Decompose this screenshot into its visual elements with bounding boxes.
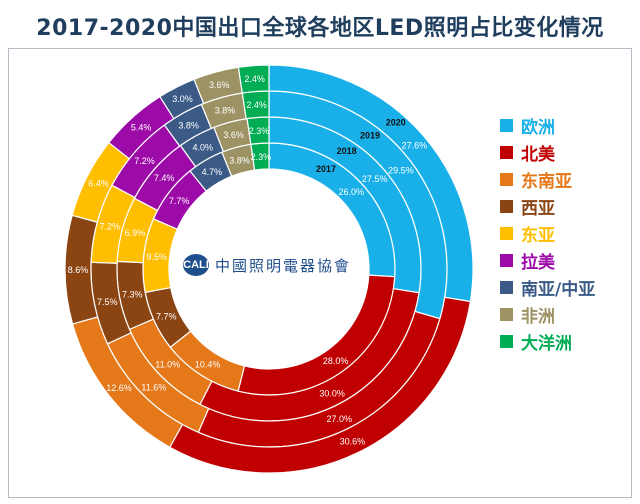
legend-item: 南亚/中亚 [500, 274, 595, 301]
legend-label: 欧洲 [521, 118, 555, 138]
legend-swatch [500, 254, 513, 267]
value-label-2019-6: 3.8% [178, 120, 199, 130]
value-label-2020-6: 3.0% [172, 94, 193, 104]
value-label-2020-2: 12.6% [106, 383, 132, 393]
value-label-2019-2: 11.6% [141, 383, 166, 393]
ring-year-label-2018: 2018 [337, 146, 357, 156]
value-label-2020-4: 6.4% [88, 178, 109, 188]
donut-segment-2020-8 [237, 64, 270, 94]
legend-item: 东亚 [500, 220, 595, 247]
legend-swatch [500, 146, 513, 159]
legend-item: 西亚 [500, 193, 595, 220]
value-label-2020-3: 8.6% [68, 265, 89, 275]
value-label-2018-7: 3.6% [223, 130, 244, 140]
legend-swatch [500, 227, 513, 240]
legend-label: 非洲 [521, 307, 555, 327]
value-label-2020-0: 27.6% [402, 141, 428, 151]
value-label-2018-8: 2.3% [249, 126, 270, 136]
ring-year-label-2020: 2020 [386, 118, 406, 128]
ring-year-label-2017: 2017 [316, 164, 336, 174]
value-label-2018-0: 27.5% [362, 174, 388, 184]
legend-label: 西亚 [521, 199, 555, 219]
value-label-2018-6: 4.0% [193, 142, 214, 152]
legend-swatch [500, 335, 513, 348]
value-label-2017-8: 2.3% [251, 152, 272, 162]
chart-legend: 欧洲北美东南亚西亚东亚拉美南亚/中亚非洲大洋洲 [500, 112, 595, 355]
legend-label: 拉美 [521, 253, 555, 273]
value-label-2019-7: 3.8% [215, 105, 236, 115]
legend-swatch [500, 200, 513, 213]
ring-year-label-2019: 2019 [360, 131, 380, 141]
association-logo: CALI 中國照明電器協會 [183, 254, 351, 276]
value-label-2017-1: 28.0% [323, 356, 349, 366]
value-label-2018-4: 6.9% [125, 228, 146, 238]
legend-item: 大洋洲 [500, 328, 595, 355]
logo-text: 中國照明電器協會 [215, 256, 352, 275]
value-label-2019-5: 7.2% [134, 156, 155, 166]
value-label-2017-7: 3.8% [229, 155, 250, 165]
value-label-2017-2: 10.4% [195, 359, 221, 369]
legend-swatch [500, 308, 513, 321]
value-label-2020-7: 3.6% [209, 80, 230, 90]
legend-label: 东南亚 [521, 172, 572, 192]
value-label-2019-3: 7.5% [97, 297, 118, 307]
legend-swatch [500, 119, 513, 132]
legend-item: 拉美 [500, 247, 595, 274]
legend-label: 北美 [521, 145, 555, 165]
value-label-2018-5: 7.4% [154, 173, 175, 183]
legend-item: 欧洲 [500, 112, 595, 139]
value-label-2020-8: 2.4% [244, 74, 265, 84]
legend-swatch [500, 173, 513, 186]
value-label-2019-1: 27.0% [326, 414, 352, 424]
value-label-2019-8: 2.4% [246, 100, 267, 110]
value-label-2019-0: 29.5% [388, 165, 414, 175]
value-label-2020-5: 5.4% [131, 123, 152, 133]
chart-title: 2017-2020中国出口全球各地区LED照明占比变化情况 [36, 16, 604, 41]
legend-item: 北美 [500, 139, 595, 166]
value-label-2017-4: 9.5% [146, 252, 167, 262]
legend-label: 东亚 [521, 226, 555, 246]
value-label-2020-1: 30.6% [340, 436, 366, 446]
value-label-2017-3: 7.7% [156, 311, 177, 321]
legend-label: 大洋洲 [521, 334, 572, 354]
chart-frame [8, 48, 632, 498]
value-label-2019-4: 7.2% [99, 221, 120, 231]
value-label-2017-6: 4.7% [202, 167, 223, 177]
legend-swatch [500, 281, 513, 294]
value-label-2018-1: 30.0% [319, 388, 345, 398]
logo-badge: CALI [183, 254, 209, 276]
value-label-2018-3: 7.3% [122, 289, 143, 299]
legend-item: 非洲 [500, 301, 595, 328]
legend-item: 东南亚 [500, 166, 595, 193]
value-label-2018-2: 11.0% [155, 360, 180, 370]
value-label-2017-0: 26.0% [339, 187, 365, 197]
legend-label: 南亚/中亚 [521, 280, 596, 300]
value-label-2017-5: 7.7% [169, 196, 190, 206]
